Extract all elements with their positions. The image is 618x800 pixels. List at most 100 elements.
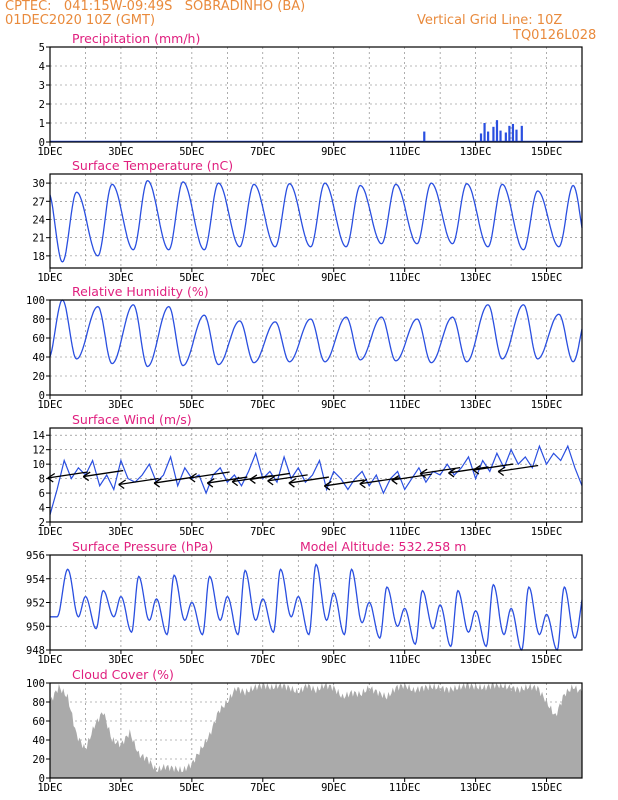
pressure-ytick-label: 956 (26, 550, 45, 562)
precipitation-xtick-label: 13DEC (460, 146, 492, 158)
wind-vector (448, 466, 489, 474)
wind-vector-head (206, 478, 215, 488)
cloud-cover-ytick-label: 100 (26, 678, 45, 690)
header-grid-note: Vertical Grid Line: 10Z (417, 13, 563, 28)
humidity-xtick-label: 5DEC (179, 399, 204, 411)
cloud-cover-ytick-label: 0 (39, 773, 45, 785)
temperature-line (49, 179, 583, 263)
humidity-xtick-label: 7DEC (250, 399, 275, 411)
wind-ytick-label: 12 (32, 445, 45, 457)
wind-vector (207, 476, 248, 484)
cloud-cover-xtick-label: 3DEC (108, 782, 133, 794)
wind-vector (324, 479, 365, 487)
precipitation-xtick-label: 15DEC (531, 146, 563, 158)
temperature-frame (49, 173, 583, 269)
wind-vector-head (288, 478, 297, 488)
precipitation-ytick-label: 5 (39, 42, 45, 54)
cloud-cover-ytick-label: 80 (32, 697, 45, 709)
precipitation-xtick-label: 5DEC (179, 146, 204, 158)
cloud-cover-ytick-label: 60 (32, 716, 45, 728)
humidity-ytick-label: 60 (32, 333, 45, 345)
precipitation-title: Precipitation (mm/h) (72, 31, 200, 46)
wind-title: Surface Wind (m/s) (72, 412, 192, 427)
pressure-ytick-label: 954 (26, 574, 45, 586)
wind-vector (154, 476, 195, 484)
precipitation-xtick-label: 1DEC (37, 146, 62, 158)
pressure-xtick-label: 13DEC (460, 654, 492, 666)
header-model-code: TQ0126L028 (513, 28, 597, 43)
humidity-ytick-label: 20 (32, 371, 45, 383)
wind-ytick-label: 14 (32, 430, 45, 442)
temperature-xtick-label: 11DEC (389, 272, 421, 284)
precipitation-xtick-label: 7DEC (250, 146, 275, 158)
wind-vector-head (118, 479, 127, 490)
temperature-title: Surface Temperature (nC) (72, 158, 233, 173)
temperature-ytick-label: 24 (32, 214, 45, 226)
pressure-annotation: Model Altitude: 532.258 m (300, 539, 466, 554)
wind-ytick-label: 2 (39, 517, 45, 529)
wind-vector (83, 469, 124, 478)
humidity-line (49, 299, 583, 368)
cloud-cover-ytick-label: 20 (32, 754, 45, 766)
wind-vector (189, 471, 230, 479)
precipitation-xtick-label: 9DEC (321, 146, 346, 158)
wind-vector-head (359, 478, 368, 489)
pressure-ytick-label: 952 (26, 598, 45, 610)
precipitation-bar (495, 120, 499, 142)
precipitation-ytick-label: 3 (39, 80, 45, 92)
precipitation-ytick-label: 0 (39, 137, 45, 149)
temperature-ytick-label: 30 (32, 178, 45, 190)
humidity-xtick-label: 9DEC (321, 399, 346, 411)
wind-vector-head (323, 480, 332, 491)
pressure-xtick-label: 11DEC (389, 654, 421, 666)
humidity-ytick-label: 100 (26, 295, 45, 307)
humidity-ytick-label: 40 (32, 352, 45, 364)
humidity-ytick-label: 0 (39, 390, 45, 402)
humidity-ytick-label: 80 (32, 314, 45, 326)
precipitation-bar (487, 131, 490, 142)
cloud-cover-frame (49, 682, 583, 779)
wind-vector-head (249, 474, 258, 484)
wind-vector (288, 476, 330, 484)
humidity-xtick-label: 15DEC (531, 399, 563, 411)
precipitation-ytick-label: 4 (39, 61, 45, 73)
precipitation-bar (511, 123, 515, 142)
precipitation-bar (508, 125, 511, 142)
wind-vector-head (267, 475, 275, 486)
wind-vector-head (189, 472, 197, 483)
precipitation-frame (49, 46, 583, 143)
humidity-xtick-label: 1DEC (37, 399, 62, 411)
temperature-xtick-label: 13DEC (460, 272, 492, 284)
humidity-xtick-label: 3DEC (108, 399, 133, 411)
temperature-xtick-label: 7DEC (250, 272, 275, 284)
pressure-ytick-label: 948 (26, 645, 45, 657)
temperature-ytick-label: 27 (32, 196, 45, 208)
cloud-cover-xtick-label: 15DEC (531, 782, 563, 794)
pressure-xtick-label: 5DEC (179, 654, 204, 666)
temperature-ytick-label: 21 (32, 233, 45, 245)
precipitation-xtick-label: 11DEC (389, 146, 421, 158)
wind-vector (420, 467, 461, 475)
precipitation-bar (499, 130, 502, 142)
wind-vector-head (82, 471, 91, 482)
wind-xtick-label: 5DEC (179, 526, 204, 538)
temperature-xtick-label: 1DEC (37, 272, 62, 284)
cloud-cover-xtick-label: 13DEC (460, 782, 492, 794)
pressure-xtick-label: 7DEC (250, 654, 275, 666)
wind-vector (473, 463, 514, 471)
temperature-xtick-label: 3DEC (108, 272, 133, 284)
wind-vector-head (448, 467, 456, 478)
wind-ytick-label: 4 (39, 503, 45, 515)
precipitation-xtick-label: 3DEC (108, 146, 133, 158)
pressure-xtick-label: 1DEC (37, 654, 62, 666)
precipitation-ytick-label: 1 (39, 118, 45, 130)
precipitation-bar (520, 125, 523, 142)
temperature-xtick-label: 9DEC (321, 272, 346, 284)
cloud-cover-ytick-label: 40 (32, 735, 45, 747)
cloud-cover-xtick-label: 7DEC (250, 782, 275, 794)
cloud-cover-xtick-label: 1DEC (37, 782, 62, 794)
wind-ytick-label: 8 (39, 474, 45, 486)
precipitation-bar (515, 129, 518, 142)
temperature-xtick-label: 15DEC (531, 272, 563, 284)
